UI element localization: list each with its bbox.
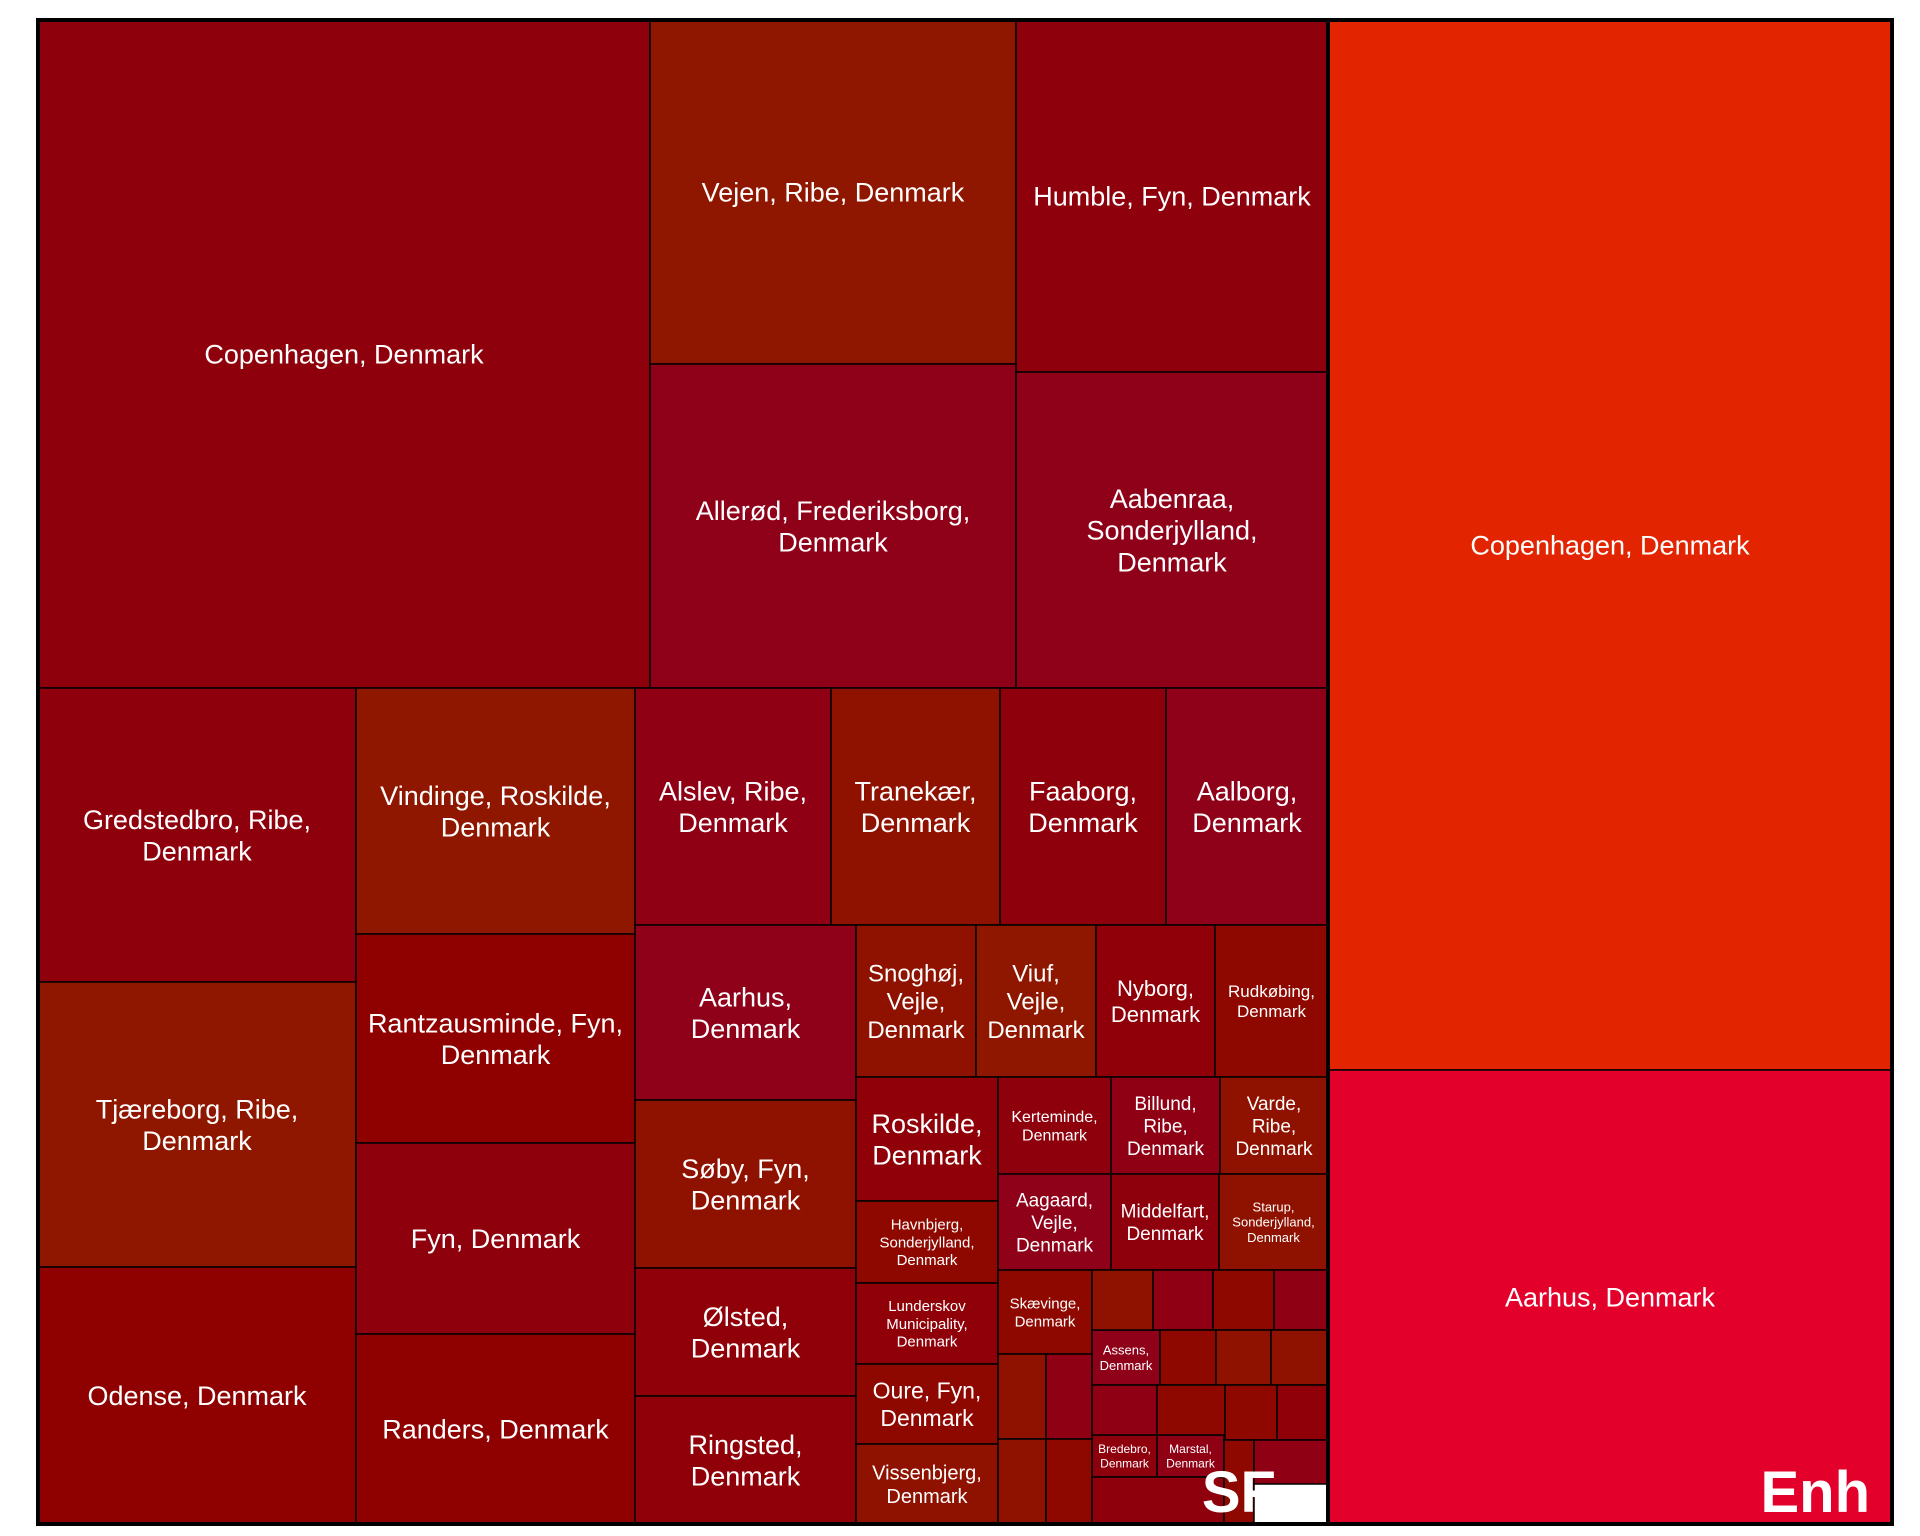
- treemap-label-allerod-frederiksborg-denmark-3: Allerød, Frederiksborg, Denmark: [696, 496, 971, 558]
- treemap-label-aarhus-denmark-16: Aarhus, Denmark: [691, 982, 801, 1044]
- treemap-group-frame-enh: [1326, 18, 1894, 1526]
- treemap-cell-cell-41: [1212, 1269, 1275, 1331]
- treemap-cell-roskilde-denmark-24: [855, 1076, 999, 1202]
- treemap-cell-cell-46: [1091, 1384, 1158, 1436]
- treemap-label-gredstedbro-ribe-denmark-5: Gredstedbro, Ribe, Denmark: [83, 805, 311, 867]
- treemap-cell-cell-51: [1045, 1353, 1093, 1440]
- treemap-label-aarhus-denmark-1: Aarhus, Denmark: [1505, 1283, 1716, 1313]
- treemap-cell-aalborg-denmark-15: [1165, 687, 1329, 926]
- treemap-cell-odense-denmark-7: [37, 1266, 357, 1525]
- treemap-label-fyn-denmark-10: Fyn, Denmark: [411, 1224, 581, 1254]
- treemap-label-alslev-ribe-denmark-12: Alslev, Ribe, Denmark: [659, 776, 807, 838]
- treemap-cell-cell-48: [1224, 1384, 1278, 1441]
- treemap-cell-rantzausminde-fyn-denmark-9: [355, 933, 636, 1144]
- treemap-label-aabenraa-sonderjylland-denmark-4: Aabenraa, Sonderjylland, Denmark: [1086, 484, 1257, 578]
- treemap-cell-copenhagen-denmark-0: [37, 19, 651, 689]
- treemap-cell-kerteminde-denmark-29: [997, 1076, 1112, 1175]
- treemap-cell-copenhagen-denmark-0: [1327, 19, 1893, 1071]
- treemap-label-starup-sonderjylland-denmark-34: Starup, Sonderjylland, Denmark: [1232, 1199, 1314, 1245]
- treemap-label-marstal-denmark-38: Marstal, Denmark: [1166, 1442, 1216, 1470]
- treemap-group-tag-enh: Enh: [1760, 1460, 1870, 1525]
- treemap-label-roskilde-denmark-24: Roskilde, Denmark: [871, 1109, 982, 1171]
- treemap-cell-vindinge-roskilde-denmark-8: [355, 687, 636, 935]
- treemap-cell-cell-54: [1091, 1476, 1225, 1525]
- treemap-label-aalborg-denmark-15: Aalborg, Denmark: [1192, 776, 1302, 838]
- treemap-cell-cell-39: [1091, 1269, 1154, 1331]
- treemap-label-copenhagen-denmark-0: Copenhagen, Denmark: [204, 340, 484, 370]
- treemap-cell-starup-sonderjylland-denmark-34: [1218, 1173, 1329, 1271]
- treemap-label-nyborg-denmark-22: Nyborg, Denmark: [1111, 976, 1201, 1027]
- treemap-cell-cell-49: [1276, 1384, 1329, 1441]
- treemap-cell-aarhus-denmark-1: [1327, 1069, 1893, 1525]
- treemap-cell-vissenbjerg-denmark-28: [855, 1443, 999, 1525]
- treemap-cell-cell-52: [997, 1438, 1047, 1525]
- treemap-label-copenhagen-denmark-0: Copenhagen, Denmark: [1470, 531, 1750, 561]
- treemap-cell-cell-50: [997, 1353, 1047, 1440]
- treemap-cell-gredstedbro-ribe-denmark-5: [37, 687, 357, 983]
- treemap-cell-olsted-denmark-18: [634, 1267, 857, 1397]
- treemap-cell-cell-53: [1045, 1438, 1093, 1525]
- treemap-label-aagaard-vejle-denmark-32: Aagaard, Vejle, Denmark: [1016, 1190, 1094, 1256]
- treemap-cell-assens-denmark-36: [1091, 1329, 1161, 1386]
- treemap-cell-cell-40: [1152, 1269, 1214, 1331]
- treemap-cell-faaborg-denmark-14: [999, 687, 1167, 926]
- treemap-cell-nyborg-denmark-22: [1095, 924, 1216, 1078]
- treemap-label-rudkobing-denmark-23: Rudkøbing, Denmark: [1228, 982, 1315, 1021]
- treemap-label-rantzausminde-fyn-denmark-9: Rantzausminde, Fyn, Denmark: [368, 1008, 623, 1070]
- treemap-label-assens-denmark-36: Assens, Denmark: [1100, 1343, 1153, 1373]
- treemap-cell-randers-denmark-11: [355, 1333, 636, 1525]
- treemap-group-enh: Copenhagen, Denmark Aarhus, Denmark Enh: [1326, 18, 1894, 1526]
- treemap-cell-skaevinge-denmark-35: [997, 1269, 1093, 1355]
- treemap-cell-cell-47: [1156, 1384, 1226, 1436]
- treemap-label-soby-fyn-denmark-17: Søby, Fyn, Denmark: [681, 1154, 810, 1216]
- treemap-cell-snoghoj-vejle-denmark-20: [855, 924, 977, 1078]
- treemap-label-vejen-ribe-denmark-1: Vejen, Ribe, Denmark: [702, 178, 965, 208]
- treemap-label-tjaereborg-ribe-denmark-6: Tjæreborg, Ribe, Denmark: [96, 1094, 299, 1156]
- treemap-label-faaborg-denmark-14: Faaborg, Denmark: [1028, 776, 1138, 838]
- treemap-cell-tjaereborg-ribe-denmark-6: [37, 981, 357, 1268]
- treemap-cell-aagaard-vejle-denmark-32: [997, 1173, 1112, 1271]
- treemap-cell-cell-44: [1215, 1329, 1272, 1386]
- treemap-label-viuf-vejle-denmark-21: Viuf, Vejle, Denmark: [987, 960, 1085, 1044]
- treemap-label-billund-ribe-denmark-30: Billund, Ribe, Denmark: [1127, 1094, 1205, 1160]
- treemap-label-randers-denmark-11: Randers, Denmark: [382, 1415, 609, 1445]
- treemap-cell-lunderskov-municipality-denmark-26: [855, 1282, 999, 1365]
- treemap-cell-ringsted-denmark-19: [634, 1395, 857, 1525]
- treemap-cell-tranekaer-denmark-13: [830, 687, 1001, 926]
- treemap-label-middelfart-denmark-33: Middelfart, Denmark: [1121, 1202, 1210, 1245]
- treemap-cell-viuf-vejle-denmark-21: [975, 924, 1097, 1078]
- treemap-label-humble-fyn-denmark-2: Humble, Fyn, Denmark: [1033, 182, 1311, 212]
- treemap-group-sf: Copenhagen, Denmark Vejen, Ribe, Denmark H…: [36, 18, 1330, 1526]
- treemap-cell-aarhus-denmark-16: [634, 924, 857, 1101]
- treemap-cell-soby-fyn-denmark-17: [634, 1099, 857, 1269]
- treemap-cell-varde-ribe-denmark-31: [1219, 1076, 1329, 1175]
- treemap-label-lunderskov-municipality-denmark-26: Lunderskov Municipality, Denmark: [886, 1298, 967, 1350]
- treemap-label-varde-ribe-denmark-31: Varde, Ribe, Denmark: [1235, 1094, 1313, 1160]
- treemap-label-tranekaer-denmark-13: Tranekær, Denmark: [854, 776, 976, 838]
- treemap-label-oure-fyn-denmark-27: Oure, Fyn, Denmark: [873, 1378, 982, 1431]
- treemap-label-odense-denmark-7: Odense, Denmark: [87, 1381, 307, 1411]
- treemap-cell-allerod-frederiksborg-denmark-3: [649, 363, 1017, 689]
- treemap-group-tag-sf: SF: [1202, 1460, 1276, 1525]
- treemap-cell-cell-43: [1159, 1329, 1217, 1386]
- treemap-cell-billund-ribe-denmark-30: [1110, 1076, 1221, 1175]
- treemap-label-ringsted-denmark-19: Ringsted, Denmark: [688, 1430, 802, 1492]
- treemap-label-skaevinge-denmark-35: Skævinge, Denmark: [1010, 1296, 1081, 1331]
- treemap-label-bredebro-denmark-37: Bredebro, Denmark: [1098, 1442, 1151, 1470]
- treemap-cell-cell-45: [1270, 1329, 1329, 1386]
- treemap-label-olsted-denmark-18: Ølsted, Denmark: [691, 1302, 801, 1364]
- treemap-label-vissenbjerg-denmark-28: Vissenbjerg, Denmark: [872, 1462, 982, 1508]
- treemap-label-vindinge-roskilde-denmark-8: Vindinge, Roskilde, Denmark: [380, 781, 611, 843]
- treemap-cell-aabenraa-sonderjylland-denmark-4: [1015, 371, 1329, 689]
- treemap-cell-cell-42: [1273, 1269, 1329, 1331]
- treemap-label-snoghoj-vejle-denmark-20: Snoghøj, Vejle, Denmark: [867, 960, 965, 1044]
- treemap-label-kerteminde-denmark-29: Kerteminde, Denmark: [1011, 1109, 1097, 1145]
- treemap-cell-vejen-ribe-denmark-1: [649, 19, 1017, 365]
- treemap-cell-havnbjerg-sonderjylland-denmark-25: [855, 1200, 999, 1284]
- treemap-cell-fyn-denmark-10: [355, 1142, 636, 1335]
- treemap-cell-middelfart-denmark-33: [1110, 1173, 1220, 1271]
- treemap-label-havnbjerg-sonderjylland-denmark-25: Havnbjerg, Sonderjylland, Denmark: [879, 1217, 974, 1269]
- treemap-cell-alslev-ribe-denmark-12: [634, 687, 832, 926]
